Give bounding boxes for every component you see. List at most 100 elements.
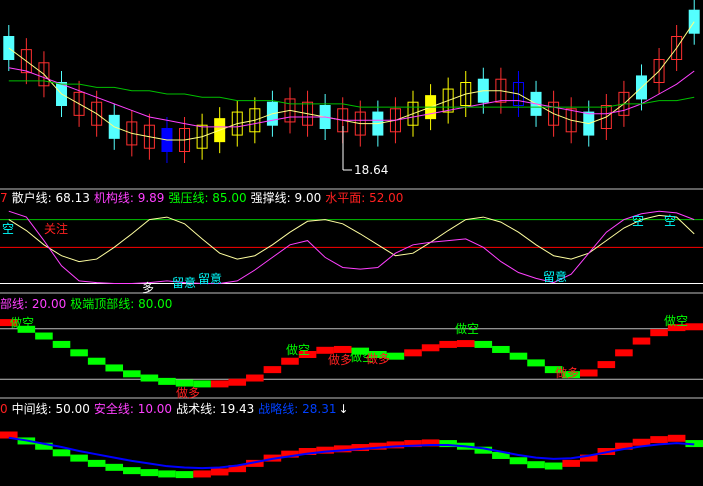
signal-annotation: 多 bbox=[142, 281, 155, 295]
candle-body bbox=[407, 101, 419, 126]
indicator2-step bbox=[298, 351, 317, 358]
signal-annotation: 做空 bbox=[350, 350, 375, 364]
price-panel[interactable] bbox=[3, 0, 700, 171]
indicator3-step bbox=[333, 445, 352, 453]
indicator3-line bbox=[8, 436, 695, 470]
indicator3-step bbox=[544, 462, 563, 470]
indicator3-step bbox=[298, 448, 317, 455]
indicator3-step bbox=[474, 446, 493, 454]
indicator1-header: 7 散户线: 68.13 机构线: 9.89 强压线: 85.00 强撑线: 9.00 水… bbox=[0, 190, 703, 206]
candle-body bbox=[460, 82, 472, 106]
indicator2-step bbox=[597, 361, 616, 369]
indicator2-step bbox=[386, 352, 405, 360]
indicator2-panel[interactable] bbox=[0, 319, 703, 388]
indicator3-panel[interactable] bbox=[0, 431, 703, 479]
signal-annotation: 做空 bbox=[455, 322, 480, 336]
indicator2-step bbox=[316, 346, 334, 354]
indicator3-step bbox=[175, 471, 194, 479]
indicator3-prefix: 0 bbox=[0, 402, 8, 416]
candle-body bbox=[512, 82, 524, 106]
indicator2-step bbox=[421, 344, 440, 352]
indicator2-legend: 部线: 20.00 极端顶部线: 80.00 bbox=[0, 297, 176, 311]
candle-body bbox=[565, 108, 577, 133]
indicator3-step bbox=[632, 438, 651, 446]
indicator2-step bbox=[105, 364, 124, 372]
candle-body bbox=[653, 59, 665, 83]
candle-body bbox=[73, 91, 85, 116]
legend-item: 强压线: 85.00 bbox=[168, 191, 247, 205]
legend-item: 散户线: 68.13 bbox=[11, 191, 90, 205]
indicator3-step bbox=[228, 465, 247, 473]
indicator3-step bbox=[667, 434, 686, 442]
signal-annotation: 留意 bbox=[198, 272, 223, 286]
candle-body bbox=[548, 101, 560, 126]
legend-item: 机构线: 9.89 bbox=[93, 191, 165, 205]
indicator2-step bbox=[158, 377, 176, 385]
indicator3-step bbox=[439, 440, 457, 448]
signal-annotation: 空 bbox=[664, 214, 677, 228]
candle-body bbox=[91, 101, 103, 126]
indicator3-step bbox=[650, 436, 668, 444]
legend-item: 安全线: 10.00 bbox=[93, 402, 173, 416]
signal-annotation: 空 bbox=[632, 214, 645, 228]
indicator2-step bbox=[369, 351, 387, 358]
indicator3-step bbox=[158, 470, 176, 478]
candle-body bbox=[302, 101, 314, 126]
indicator3-step bbox=[386, 441, 405, 449]
candle-body bbox=[20, 49, 32, 74]
indicator1-panel[interactable] bbox=[0, 210, 703, 284]
indicator3-step bbox=[421, 439, 440, 447]
signal-annotation: 做空 bbox=[286, 343, 311, 357]
indicator2-step bbox=[632, 337, 651, 345]
low-price-label: 18.64 bbox=[354, 163, 389, 177]
indicator2-step bbox=[123, 370, 141, 378]
indicator2-step bbox=[650, 329, 668, 337]
indicator2-step bbox=[492, 345, 510, 353]
moving-average-line bbox=[8, 67, 695, 128]
indicator2-step bbox=[404, 349, 422, 357]
indicator3-step bbox=[316, 446, 334, 454]
signal-annotation: 做空 bbox=[10, 316, 35, 330]
indicator1-line bbox=[8, 214, 695, 263]
signal-annotation: 做多 bbox=[176, 386, 201, 400]
candle-body bbox=[196, 124, 208, 149]
indicator3-step bbox=[140, 469, 159, 477]
signal-annotation: 做多 bbox=[555, 366, 580, 380]
indicator3-header: 0 中间线: 50.00 安全线: 10.00 战术线: 19.43 战略线: 28.3… bbox=[0, 401, 703, 417]
candle-body bbox=[671, 36, 683, 60]
signal-annotation: 做多 bbox=[328, 353, 353, 367]
indicator2-step bbox=[210, 380, 229, 388]
legend-item: 中间线: 50.00 bbox=[11, 402, 90, 416]
moving-average-line bbox=[8, 80, 695, 108]
indicator3-step bbox=[527, 461, 545, 469]
indicator2-step bbox=[140, 374, 159, 382]
indicator2-step bbox=[17, 325, 36, 333]
indicator3-legend: 中间线: 50.00 安全线: 10.00 战术线: 19.43 战略线: 28.31 bbox=[12, 402, 341, 416]
candle-body bbox=[600, 105, 612, 129]
indicator1-legend: 散户线: 68.13 机构线: 9.89 强压线: 85.00 强撑线: 9.00 水平… bbox=[12, 191, 408, 205]
indicator3-step bbox=[210, 468, 229, 476]
indicator3-step bbox=[246, 459, 264, 467]
indicator3-step bbox=[492, 451, 510, 459]
candle-body bbox=[231, 111, 243, 136]
indicator2-step bbox=[527, 359, 545, 367]
indicator2-step bbox=[333, 345, 352, 353]
panel-separators bbox=[0, 188, 703, 399]
indicator3-step bbox=[615, 442, 633, 450]
signal-annotation: 空 bbox=[2, 222, 15, 236]
indicator3-step bbox=[281, 450, 299, 458]
indicator2-step bbox=[246, 374, 264, 382]
indicator2-step bbox=[175, 379, 194, 387]
candle-body bbox=[442, 88, 454, 113]
signal-annotation: 留意 bbox=[172, 276, 197, 290]
indicator2-step bbox=[562, 371, 580, 379]
indicator3-step bbox=[52, 449, 71, 457]
indicator3-step bbox=[105, 463, 124, 471]
indicator2-step bbox=[87, 357, 106, 365]
indicator3-step bbox=[70, 454, 88, 462]
indicator2-step bbox=[351, 347, 370, 355]
indicator2-header: 部线: 20.00 极端顶部线: 80.00 bbox=[0, 296, 703, 312]
indicator3-step bbox=[193, 470, 211, 478]
indicator3-step bbox=[123, 467, 141, 475]
